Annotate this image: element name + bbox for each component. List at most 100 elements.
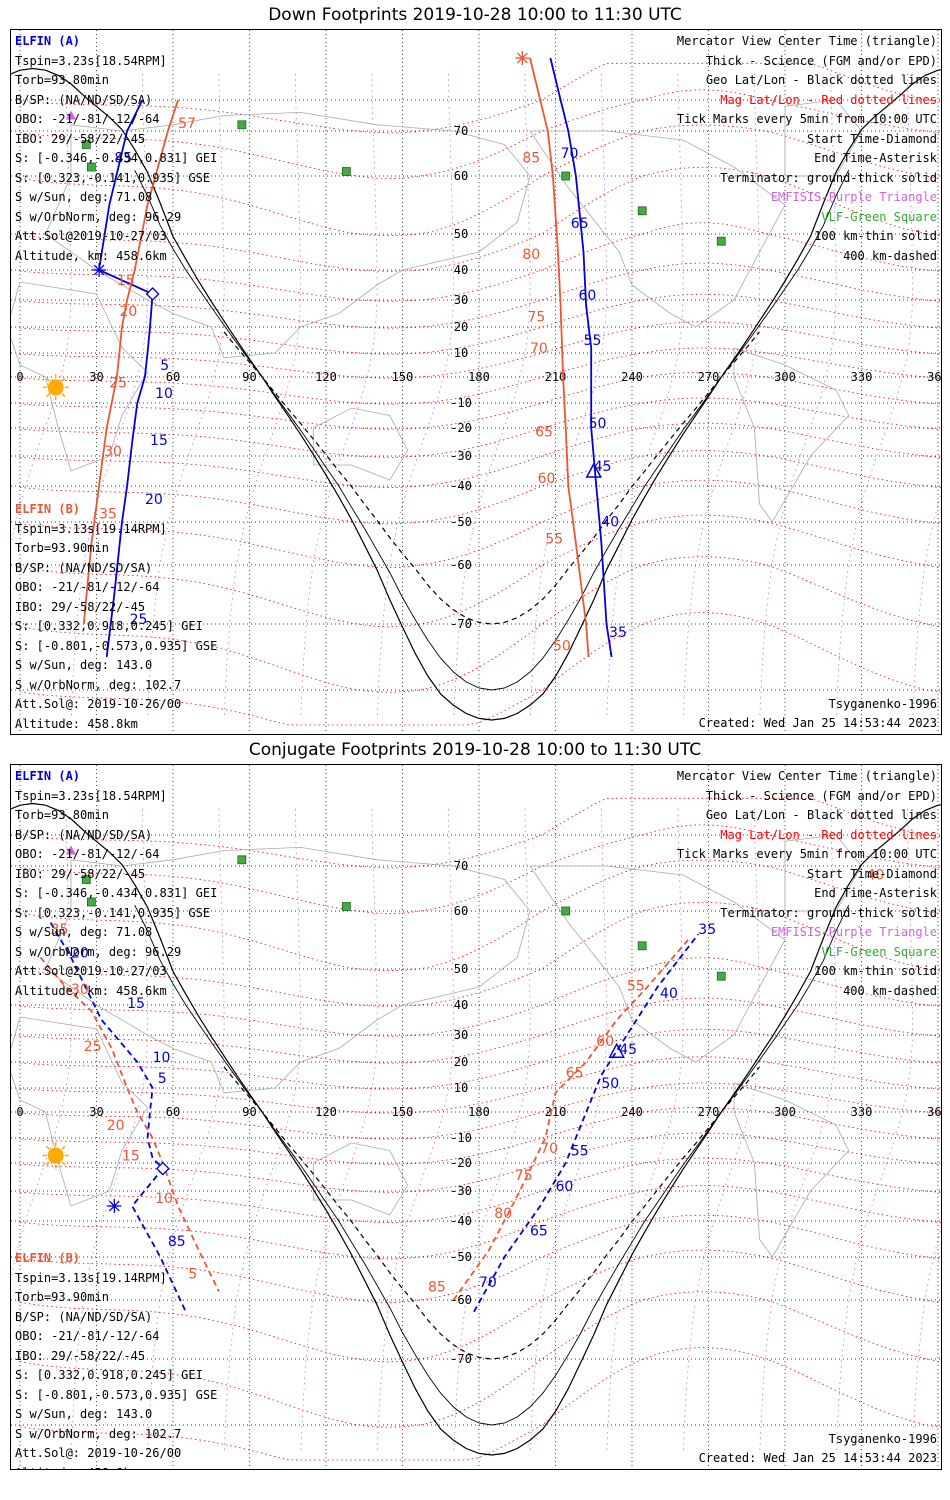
terminator-400km <box>223 1066 760 1360</box>
mag-lat-line <box>19 1056 941 1114</box>
legend-vlf: VLF-Green Square <box>821 209 937 224</box>
elfin-a-tick-label: 5 <box>160 358 169 374</box>
elfin-a-track <box>473 933 700 1313</box>
sun-ray <box>61 393 66 398</box>
elfin-b-tick-label: 75 <box>515 1168 533 1184</box>
elfin-b-tick-label: 80 <box>522 247 540 263</box>
sun-ray <box>45 393 50 398</box>
elfin-b-tick-label: 20 <box>107 1118 125 1134</box>
elfin-b-line: Att.Sol@: 2019-10-26/00 <box>15 1446 182 1460</box>
lon-tick-label: 180 <box>468 370 490 384</box>
elfin-a-tick-label: 20 <box>71 945 89 961</box>
created-label: Created: Wed Jan 25 14:53:44 2023 <box>698 1451 937 1465</box>
elfin-b-line: Torb=93.90min <box>15 1290 109 1304</box>
lon-tick-label: 120 <box>315 1105 337 1119</box>
elfin-a-tick-label: 65 <box>571 216 589 232</box>
lat-tick-label: -60 <box>450 1293 472 1307</box>
elfin-b-tick-label: 30 <box>104 444 122 460</box>
vlf-square <box>637 941 647 951</box>
elfin-b-track <box>452 939 689 1301</box>
lon-tick-label: 210 <box>545 1105 567 1119</box>
lat-tick-label: 30 <box>454 1028 468 1042</box>
mag-lon-line <box>606 73 684 716</box>
mag-lon-line <box>530 73 608 716</box>
elfin-b-tick-label: 15 <box>122 1149 140 1165</box>
elfin-a-line: Att.Sol@2019-10-27/03 <box>15 229 167 243</box>
lat-tick-label: 50 <box>454 962 468 976</box>
lon-tick-label: 270 <box>698 1105 720 1119</box>
lon-tick-label: 360 <box>927 370 941 384</box>
legend-geo: Geo Lat/Lon - Black dotted lines <box>705 808 937 822</box>
legend-400km: 400 km-dashed <box>843 983 937 998</box>
elfin-a-line: IBO: 29/-58/22/-45 <box>15 866 146 881</box>
lat-tick-label: -30 <box>450 449 472 463</box>
elfin-b-line: IBO: 29/-58/22/-45 <box>15 1348 146 1363</box>
elfin-b-tick-label: 55 <box>627 979 645 995</box>
elfin-a-line: IBO: 29/-58/22/-45 <box>15 131 146 146</box>
vlf-square <box>637 206 647 216</box>
lat-tick-label: -20 <box>450 1156 472 1170</box>
lon-tick-label: 30 <box>89 370 103 384</box>
elfin-b-line: OBO: -21/-81/-12/-64 <box>15 1329 160 1343</box>
elfin-a-tick-label: 10 <box>155 386 173 402</box>
sun-ray <box>45 1145 50 1150</box>
coastline <box>733 347 850 523</box>
mag-lon-line <box>836 73 914 716</box>
elfin-b-tick-label: 80 <box>494 1206 512 1222</box>
legend-end: End Time-Asterisk <box>814 151 937 165</box>
elfin-b-tick-label: 35 <box>51 922 69 938</box>
mag-lon-line <box>71 808 149 1451</box>
coastline <box>529 865 786 1063</box>
lon-tick-label: 120 <box>315 370 337 384</box>
mag-lat-line <box>19 1106 941 1165</box>
vlf-square <box>716 971 726 981</box>
mag-lon-line <box>683 808 761 1451</box>
legend-thick: Thick - Science (FGM and/or EPD) <box>705 53 937 68</box>
elfin-a-tick-label: 60 <box>556 1179 574 1195</box>
legend-mag: Mag Lat/Lon - Red dotted lines <box>720 92 937 107</box>
elfin-b-track <box>82 99 179 625</box>
legend-start: Start Time-Diamond <box>806 131 937 146</box>
lat-tick-label: -40 <box>450 479 472 493</box>
elfin-b-tick-label: 70 <box>540 1141 558 1157</box>
elfin-a-line: S w/Sun, deg: 71.08 <box>15 190 153 204</box>
elfin-b-tick-label: 70 <box>530 341 548 357</box>
mag-lon-line <box>836 808 914 1451</box>
legend-100km: 100 km-thin solid <box>814 229 937 243</box>
coastline <box>11 281 149 472</box>
emfisis-triangle <box>66 110 76 120</box>
lat-tick-label: 50 <box>454 227 468 241</box>
legend-geo: Geo Lat/Lon - Black dotted lines <box>705 73 937 87</box>
sun-ray <box>61 1161 66 1166</box>
end-asterisk <box>93 264 105 276</box>
lat-tick-label: -70 <box>450 1352 472 1366</box>
mag-lon-line <box>912 492 941 716</box>
mag-lon-line <box>147 73 225 716</box>
sun-ray <box>61 377 66 382</box>
coastline <box>784 834 862 912</box>
elfin-b-tick-label: 85 <box>428 1279 446 1295</box>
elfin-a-line: Altitude, km: 458.6km <box>15 983 167 998</box>
elfin-a-tick-label: 55 <box>584 333 602 349</box>
sun-ray <box>61 1145 66 1150</box>
mag-lat-line <box>19 222 941 302</box>
down-map-svg: 0 30 60 90 120 150 180 210 240 270 300 330 360 70 60 50… <box>11 30 941 734</box>
elfin-a-tick-label: 15 <box>127 996 145 1012</box>
conjugate-footprints-map: 0 30 60 90 120 150 180 210 240 270 300 330 360 70 60 50… <box>10 764 942 1470</box>
elfin-a-tick-label: 45 <box>619 1042 637 1058</box>
lat-tick-label: 60 <box>454 904 468 918</box>
elfin-b-line: S w/Sun, deg: 143.0 <box>15 658 153 672</box>
end-asterisk <box>108 1200 120 1212</box>
lat-tick-label: 40 <box>454 263 468 277</box>
elfin-a-tick-label: 60 <box>578 288 596 304</box>
lat-tick-label: 10 <box>454 346 468 360</box>
terminator-100km <box>134 169 850 691</box>
legend-vlf: VLF-Green Square <box>821 944 937 959</box>
conj-map-svg: 0 30 60 90 120 150 180 210 240 270 300 330 360 70 60 50… <box>11 765 941 1469</box>
elfin-b-line: S w/Sun, deg: 143.0 <box>15 1407 153 1421</box>
elfin-a-line: Tspin=3.23s[18.54RPM] <box>15 788 167 803</box>
conjugate-footprints-title: Conjugate Footprints 2019-10-28 10:00 to… <box>248 740 702 760</box>
mag-lat-line <box>19 371 941 430</box>
elfin-a-name: ELFIN (A) <box>15 769 81 783</box>
elfin-a-tick-label: 85 <box>114 151 132 167</box>
